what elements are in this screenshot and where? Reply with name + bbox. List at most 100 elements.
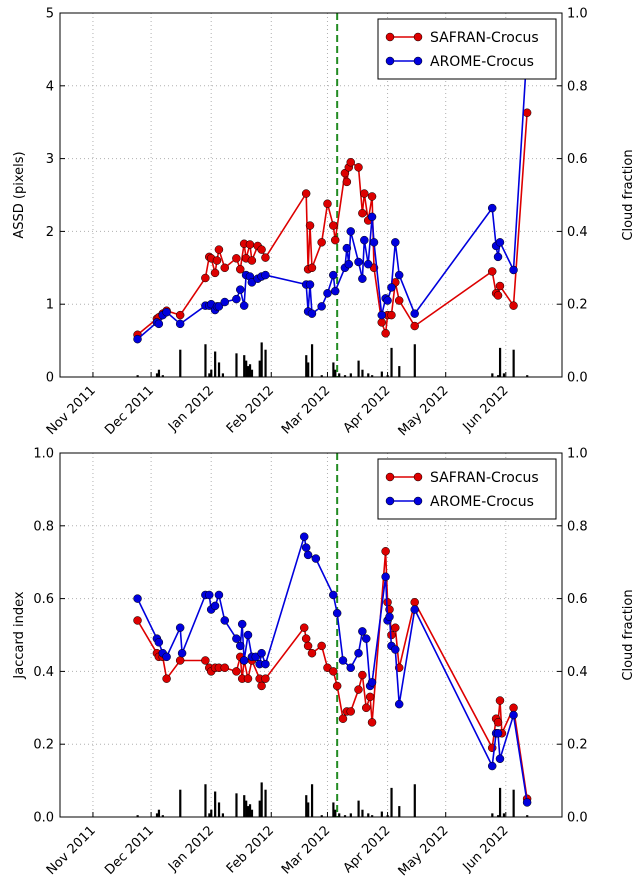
data-point: [381, 329, 390, 338]
data-point: [329, 590, 338, 600]
y-axis-title: ASSD (pixels): [12, 151, 27, 238]
data-point: [391, 623, 400, 632]
cloud-fraction-bar: [221, 373, 225, 377]
data-point: [162, 307, 171, 317]
cloud-fraction-bar: [334, 369, 337, 377]
cloud-fraction-bar: [502, 373, 506, 377]
data-point: [236, 265, 245, 274]
data-point: [133, 616, 142, 625]
data-point: [342, 177, 352, 187]
data-point: [301, 543, 311, 552]
cloud-fraction-bar: [248, 364, 252, 377]
cloud-fraction-bar: [310, 344, 314, 377]
legend-marker: [385, 56, 395, 66]
cloud-fraction-bar: [338, 373, 341, 377]
data-point: [303, 550, 313, 560]
data-point: [383, 296, 392, 305]
data-point: [354, 648, 363, 658]
data-point: [232, 634, 241, 643]
legend-box: [377, 18, 557, 80]
cloud-fraction-bar: [243, 355, 246, 377]
data-point: [487, 761, 497, 771]
data-point: [361, 634, 371, 643]
cloud-fraction-bar: [357, 800, 360, 817]
cloud-fraction-bar: [136, 815, 139, 817]
x-tick-label: Jan 2012: [165, 823, 217, 875]
data-point: [175, 623, 185, 632]
data-point: [346, 157, 355, 167]
y2-tick-label: 0.6: [567, 152, 588, 167]
axes-frame: [59, 452, 563, 818]
data-point: [387, 283, 396, 292]
cloud-fraction-bar: [343, 375, 347, 377]
data-point: [317, 302, 326, 311]
cloud-fraction-bar: [179, 789, 182, 817]
data-point: [329, 221, 338, 230]
data-point: [340, 168, 350, 178]
data-point: [237, 619, 247, 629]
data-point: [495, 696, 505, 705]
data-point: [311, 554, 321, 563]
data-point: [236, 641, 245, 651]
data-point: [317, 238, 326, 247]
cloud-fraction-bar: [264, 349, 267, 377]
legend-marker: [413, 472, 423, 482]
cloud-fraction-bar: [371, 815, 374, 817]
cloud-fraction-bar: [498, 347, 502, 377]
data-point: [243, 674, 253, 683]
x-tick-label: Jun 2012: [460, 383, 512, 435]
data-point: [299, 532, 309, 541]
cloud-fraction-bar: [332, 802, 335, 817]
data-point: [377, 318, 386, 327]
y2-tick-label: 0.2: [567, 738, 588, 753]
cloud-fraction-bar: [497, 375, 500, 377]
data-point: [330, 286, 340, 296]
cloud-fraction-bar: [245, 800, 248, 817]
x-tick-label: Dec 2011: [102, 823, 157, 878]
data-point: [354, 163, 363, 172]
cloud-fraction-bar: [380, 371, 383, 377]
legend-label: AROME-Crocus: [430, 494, 534, 510]
data-point: [175, 310, 185, 320]
cloud-fraction-bar: [398, 806, 401, 817]
cloud-fraction-bar: [526, 375, 529, 377]
data-point: [257, 648, 266, 658]
x-tick-label: May 2012: [396, 823, 452, 879]
cloud-fraction-bar: [217, 802, 221, 817]
data-point: [363, 259, 373, 269]
data-point: [175, 656, 185, 665]
data-point: [317, 641, 326, 651]
y2-tick-label: 0.4: [567, 225, 588, 240]
cloud-fraction-bar: [367, 373, 370, 377]
y-tick-label: 0.6: [33, 592, 54, 607]
cloud-fraction-bar: [497, 815, 500, 817]
cloud-fraction-bar: [320, 815, 323, 817]
series-arome-crocus: [133, 45, 532, 344]
axes-frame: [59, 12, 563, 378]
cloud-fraction-bar: [258, 360, 261, 377]
x-tick-label: Feb 2012: [224, 383, 277, 436]
cloud-fraction-bar: [217, 362, 221, 377]
data-point: [354, 685, 363, 694]
data-point: [381, 547, 390, 556]
cloud-fraction-bar: [367, 813, 370, 817]
y-tick-label: 0.0: [33, 811, 54, 826]
data-point: [210, 268, 220, 278]
data-point: [509, 265, 518, 275]
y2-tick-label: 0.0: [567, 811, 588, 826]
data-point: [261, 659, 270, 669]
data-point: [307, 309, 317, 318]
data-point: [410, 605, 419, 614]
data-point: [495, 281, 505, 291]
data-point: [220, 663, 229, 673]
cloud-fraction-bar: [307, 802, 310, 817]
y2-tick-label: 0.8: [567, 79, 588, 94]
data-point: [323, 199, 332, 208]
y-tick-label: 5: [46, 7, 54, 22]
data-point: [493, 252, 503, 262]
cloud-fraction-bar: [235, 353, 238, 377]
data-point: [365, 692, 375, 702]
y2-tick-label: 0.0: [567, 371, 588, 386]
data-point: [509, 710, 518, 720]
